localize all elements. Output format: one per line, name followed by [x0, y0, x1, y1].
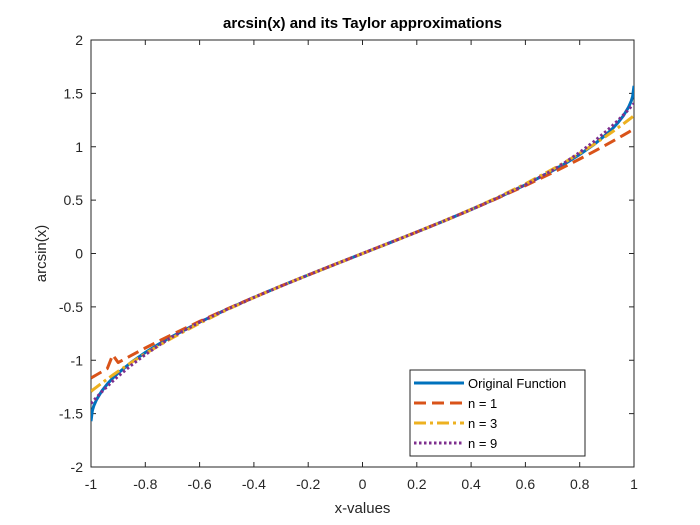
- y-tick-label: -0.5: [59, 299, 83, 315]
- legend-label-3: n = 3: [468, 416, 497, 431]
- x-axis-ticks: -1 -0.8 -0.6 -0.4 -0.2 0 0.2 0.4 0.6 0.8 1: [85, 40, 638, 492]
- x-tick-label: -0.8: [133, 476, 157, 492]
- x-tick-label: 0.8: [570, 476, 590, 492]
- chart-title: arcsin(x) and its Taylor approximations: [223, 15, 502, 32]
- x-tick-label: 0.2: [407, 476, 427, 492]
- x-tick-label: 0.4: [461, 476, 481, 492]
- series-layer: [91, 85, 634, 422]
- x-tick-label: 1: [630, 476, 638, 492]
- y-tick-label: -1.5: [59, 406, 83, 422]
- x-tick-label: -0.6: [188, 476, 212, 492]
- x-tick-label: -0.4: [242, 476, 266, 492]
- y-axis-ticks: -2 -1.5 -1 -0.5 0 0.5 1 1.5 2: [59, 32, 634, 475]
- y-axis-label: arcsin(x): [33, 225, 50, 283]
- series-line-3: [91, 114, 634, 393]
- y-tick-label: 0: [75, 246, 83, 262]
- x-axis-label: x-values: [335, 500, 391, 517]
- legend: Original Function n = 1 n = 3 n = 9: [409, 369, 586, 457]
- y-tick-label: 1.5: [64, 85, 84, 101]
- legend-label-4: n = 9: [468, 436, 497, 451]
- legend-label-2: n = 1: [468, 396, 497, 411]
- x-tick-label: -1: [85, 476, 98, 492]
- x-tick-label: 0: [359, 476, 367, 492]
- y-tick-label: -1: [71, 352, 84, 368]
- y-tick-label: 0.5: [64, 192, 84, 208]
- y-tick-label: -2: [71, 459, 84, 475]
- x-tick-label: -0.2: [296, 476, 320, 492]
- legend-label-1: Original Function: [468, 376, 566, 391]
- y-tick-label: 1: [75, 139, 83, 155]
- series-line-4: [91, 102, 634, 405]
- x-tick-label: 0.6: [516, 476, 536, 492]
- y-tick-label: 2: [75, 32, 83, 48]
